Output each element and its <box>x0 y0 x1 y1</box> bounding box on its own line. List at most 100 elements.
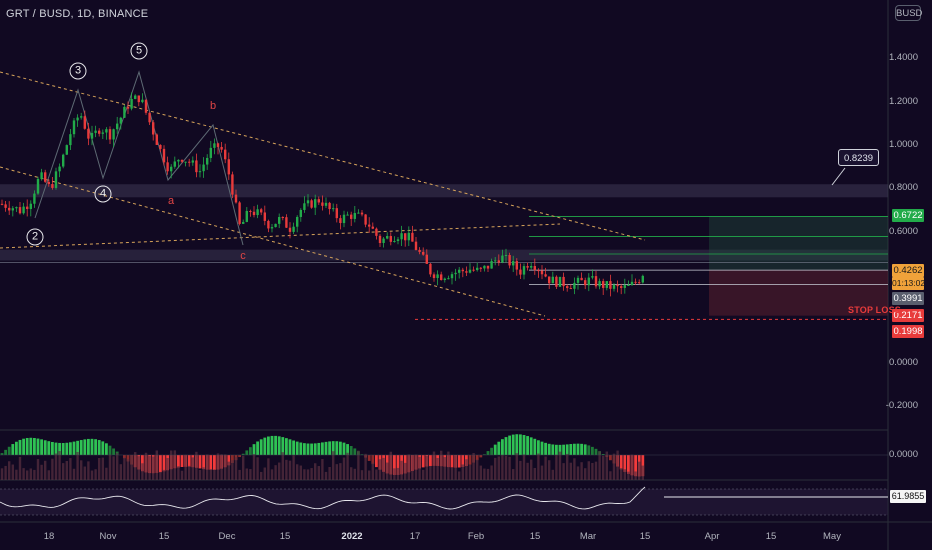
volume-bar <box>180 470 184 480</box>
oscillator-bar <box>583 444 587 455</box>
candle-body <box>0 203 4 205</box>
volume-bar <box>339 463 342 480</box>
oscillator-bar <box>580 443 583 455</box>
oscillator-bar <box>47 441 51 455</box>
oscillator-bar <box>162 455 166 472</box>
volume-bar <box>458 471 461 480</box>
volume-bar <box>555 454 558 480</box>
candle-body <box>202 164 205 172</box>
candle-body <box>562 276 565 287</box>
volume-bar <box>0 468 4 480</box>
volume-bar <box>87 461 90 480</box>
candle-body <box>443 278 446 281</box>
candle-body <box>364 214 367 225</box>
oscillator-bar <box>486 451 490 455</box>
volume-bar <box>479 465 482 480</box>
oscillator-bar <box>353 448 357 455</box>
oscillator-bar <box>601 453 605 455</box>
candle-body <box>141 99 144 103</box>
candle-body <box>105 129 108 133</box>
oscillator-bar <box>299 442 303 455</box>
candle-body <box>321 202 324 206</box>
oscillator-bar <box>7 446 11 455</box>
oscillator-bar <box>288 439 292 455</box>
volume-bar <box>29 468 32 480</box>
oscillator-bar <box>421 455 425 468</box>
volume-bar <box>494 457 497 480</box>
volume-bar <box>126 459 130 480</box>
candle-body <box>101 132 104 134</box>
time-axis-label: 15 <box>158 531 170 542</box>
candle-body <box>188 161 191 163</box>
rsi-line <box>0 486 646 510</box>
oscillator-bar <box>551 444 555 455</box>
oscillator-bar <box>504 437 508 455</box>
volume-bar <box>486 468 490 480</box>
volume-bar <box>76 451 79 480</box>
volume-bar <box>159 471 162 480</box>
candle-body <box>242 221 245 224</box>
oscillator-bar <box>450 455 454 468</box>
candle-body <box>36 178 40 194</box>
candle-body <box>310 200 313 208</box>
wave-label-4: 4 <box>94 185 112 203</box>
volume-bar <box>404 462 407 480</box>
rsi-band <box>0 489 888 515</box>
candle-body <box>339 218 342 224</box>
volume-bar <box>184 454 187 480</box>
volume-bar <box>508 456 511 480</box>
candle-body <box>486 265 490 269</box>
oscillator-bar <box>202 455 205 470</box>
price-callout[interactable]: 0.8239 <box>838 149 879 166</box>
volume-bar <box>285 459 288 480</box>
oscillator-bar <box>245 450 249 455</box>
oscillator-bar <box>36 438 40 455</box>
oscillator-bar <box>519 434 522 455</box>
candle-body <box>216 143 220 147</box>
volume-bar <box>15 469 18 480</box>
oscillator-bar <box>209 455 213 470</box>
volume-bar <box>616 450 619 480</box>
candle-body <box>206 157 209 165</box>
volume-bar <box>209 469 212 480</box>
oscillator-bar <box>501 439 504 455</box>
candle-body <box>360 212 364 215</box>
volume-bar <box>40 464 43 480</box>
candle-body <box>65 145 68 155</box>
volume-bar <box>108 454 112 480</box>
last-price-tag: 0.4262 <box>892 264 924 277</box>
volume-bar <box>123 457 126 480</box>
oscillator-bar <box>475 455 479 461</box>
candle-body <box>465 271 468 273</box>
candle-body <box>508 255 511 266</box>
candle-body <box>566 286 569 289</box>
volume-bar <box>306 469 310 480</box>
candle-body <box>400 233 403 240</box>
resistance-zone <box>0 249 888 261</box>
time-axis-label: 17 <box>409 531 421 542</box>
volume-bar <box>72 468 76 480</box>
volume-bar <box>69 458 72 480</box>
currency-button[interactable]: BUSD <box>895 5 922 21</box>
oscillator-bar <box>65 442 69 455</box>
candle-body <box>137 95 140 103</box>
candle-body <box>335 208 338 219</box>
volume-bar <box>267 458 270 480</box>
volume-bar <box>162 469 166 480</box>
volume-bar <box>396 467 400 480</box>
candle-body <box>627 285 630 287</box>
volume-bar <box>393 468 396 480</box>
candle-body <box>306 200 310 204</box>
volume-bar <box>112 456 115 480</box>
volume-bar <box>483 468 486 480</box>
volume-bar <box>425 455 428 480</box>
oscillator-bar <box>328 441 331 455</box>
volume-bar <box>134 452 137 480</box>
candle-body <box>22 206 25 214</box>
candle-body <box>476 267 479 271</box>
volume-bar <box>54 453 58 480</box>
candle-body <box>368 224 371 227</box>
candle-body <box>209 147 212 158</box>
volume-bar <box>234 457 238 480</box>
